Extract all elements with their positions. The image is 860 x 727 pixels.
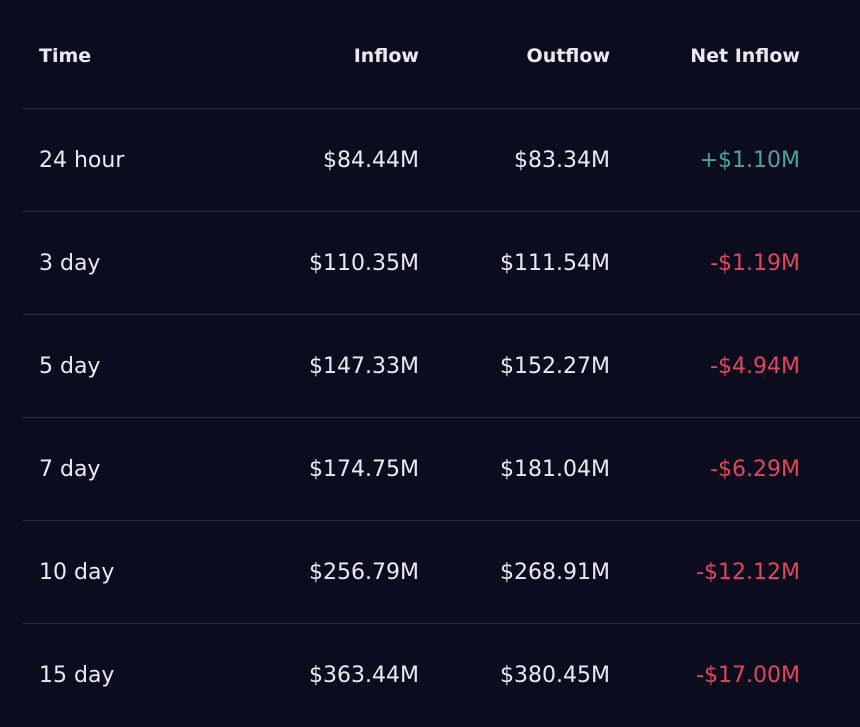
cell-net-inflow: +$1.10M [699,147,800,173]
cell-net-inflow: -$1.19M [710,250,800,276]
cell-net-inflow: -$12.12M [696,559,800,585]
cell-time: 24 hour [39,147,125,173]
cell-outflow: $268.91M [500,559,610,585]
cell-time: 7 day [39,456,101,482]
header-net-inflow[interactable]: Net Inflow [690,45,800,67]
table-row: 10 day $256.79M $268.91M -$12.12M [22,521,860,624]
header-time[interactable]: Time [39,45,92,67]
cell-time: 5 day [39,353,101,379]
table-row: 3 day $110.35M $111.54M -$1.19M [22,212,860,315]
cell-net-inflow: -$6.29M [710,456,800,482]
cell-inflow: $174.75M [309,456,419,482]
cell-outflow: $181.04M [500,456,610,482]
table-row: 7 day $174.75M $181.04M -$6.29M [22,418,860,521]
cell-time: 3 day [39,250,101,276]
cell-inflow: $110.35M [309,250,419,276]
cell-time: 10 day [39,559,115,585]
table-row: 24 hour $84.44M $83.34M +$1.10M [22,109,860,212]
cell-outflow: $83.34M [514,147,610,173]
flow-table: Time Inflow Outflow Net Inflow 24 hour $… [22,0,860,716]
cell-outflow: $380.45M [500,663,610,688]
cell-net-inflow: -$4.94M [710,353,800,379]
header-outflow[interactable]: Outflow [526,45,610,67]
cell-outflow: $152.27M [500,353,610,379]
cell-inflow: $147.33M [309,353,419,379]
table-row: 15 day $363.44M $380.45M -$17.00M [22,624,860,727]
table-row: 5 day $147.33M $152.27M -$4.94M [22,315,860,418]
cell-net-inflow: -$17.00M [696,663,800,688]
header-inflow[interactable]: Inflow [353,45,419,67]
table-header-row: Time Inflow Outflow Net Inflow [22,0,860,109]
cell-time: 15 day [39,663,115,688]
cell-inflow: $84.44M [323,147,419,173]
cell-inflow: $256.79M [309,559,419,585]
cell-inflow: $363.44M [309,663,419,688]
cell-outflow: $111.54M [500,250,610,276]
